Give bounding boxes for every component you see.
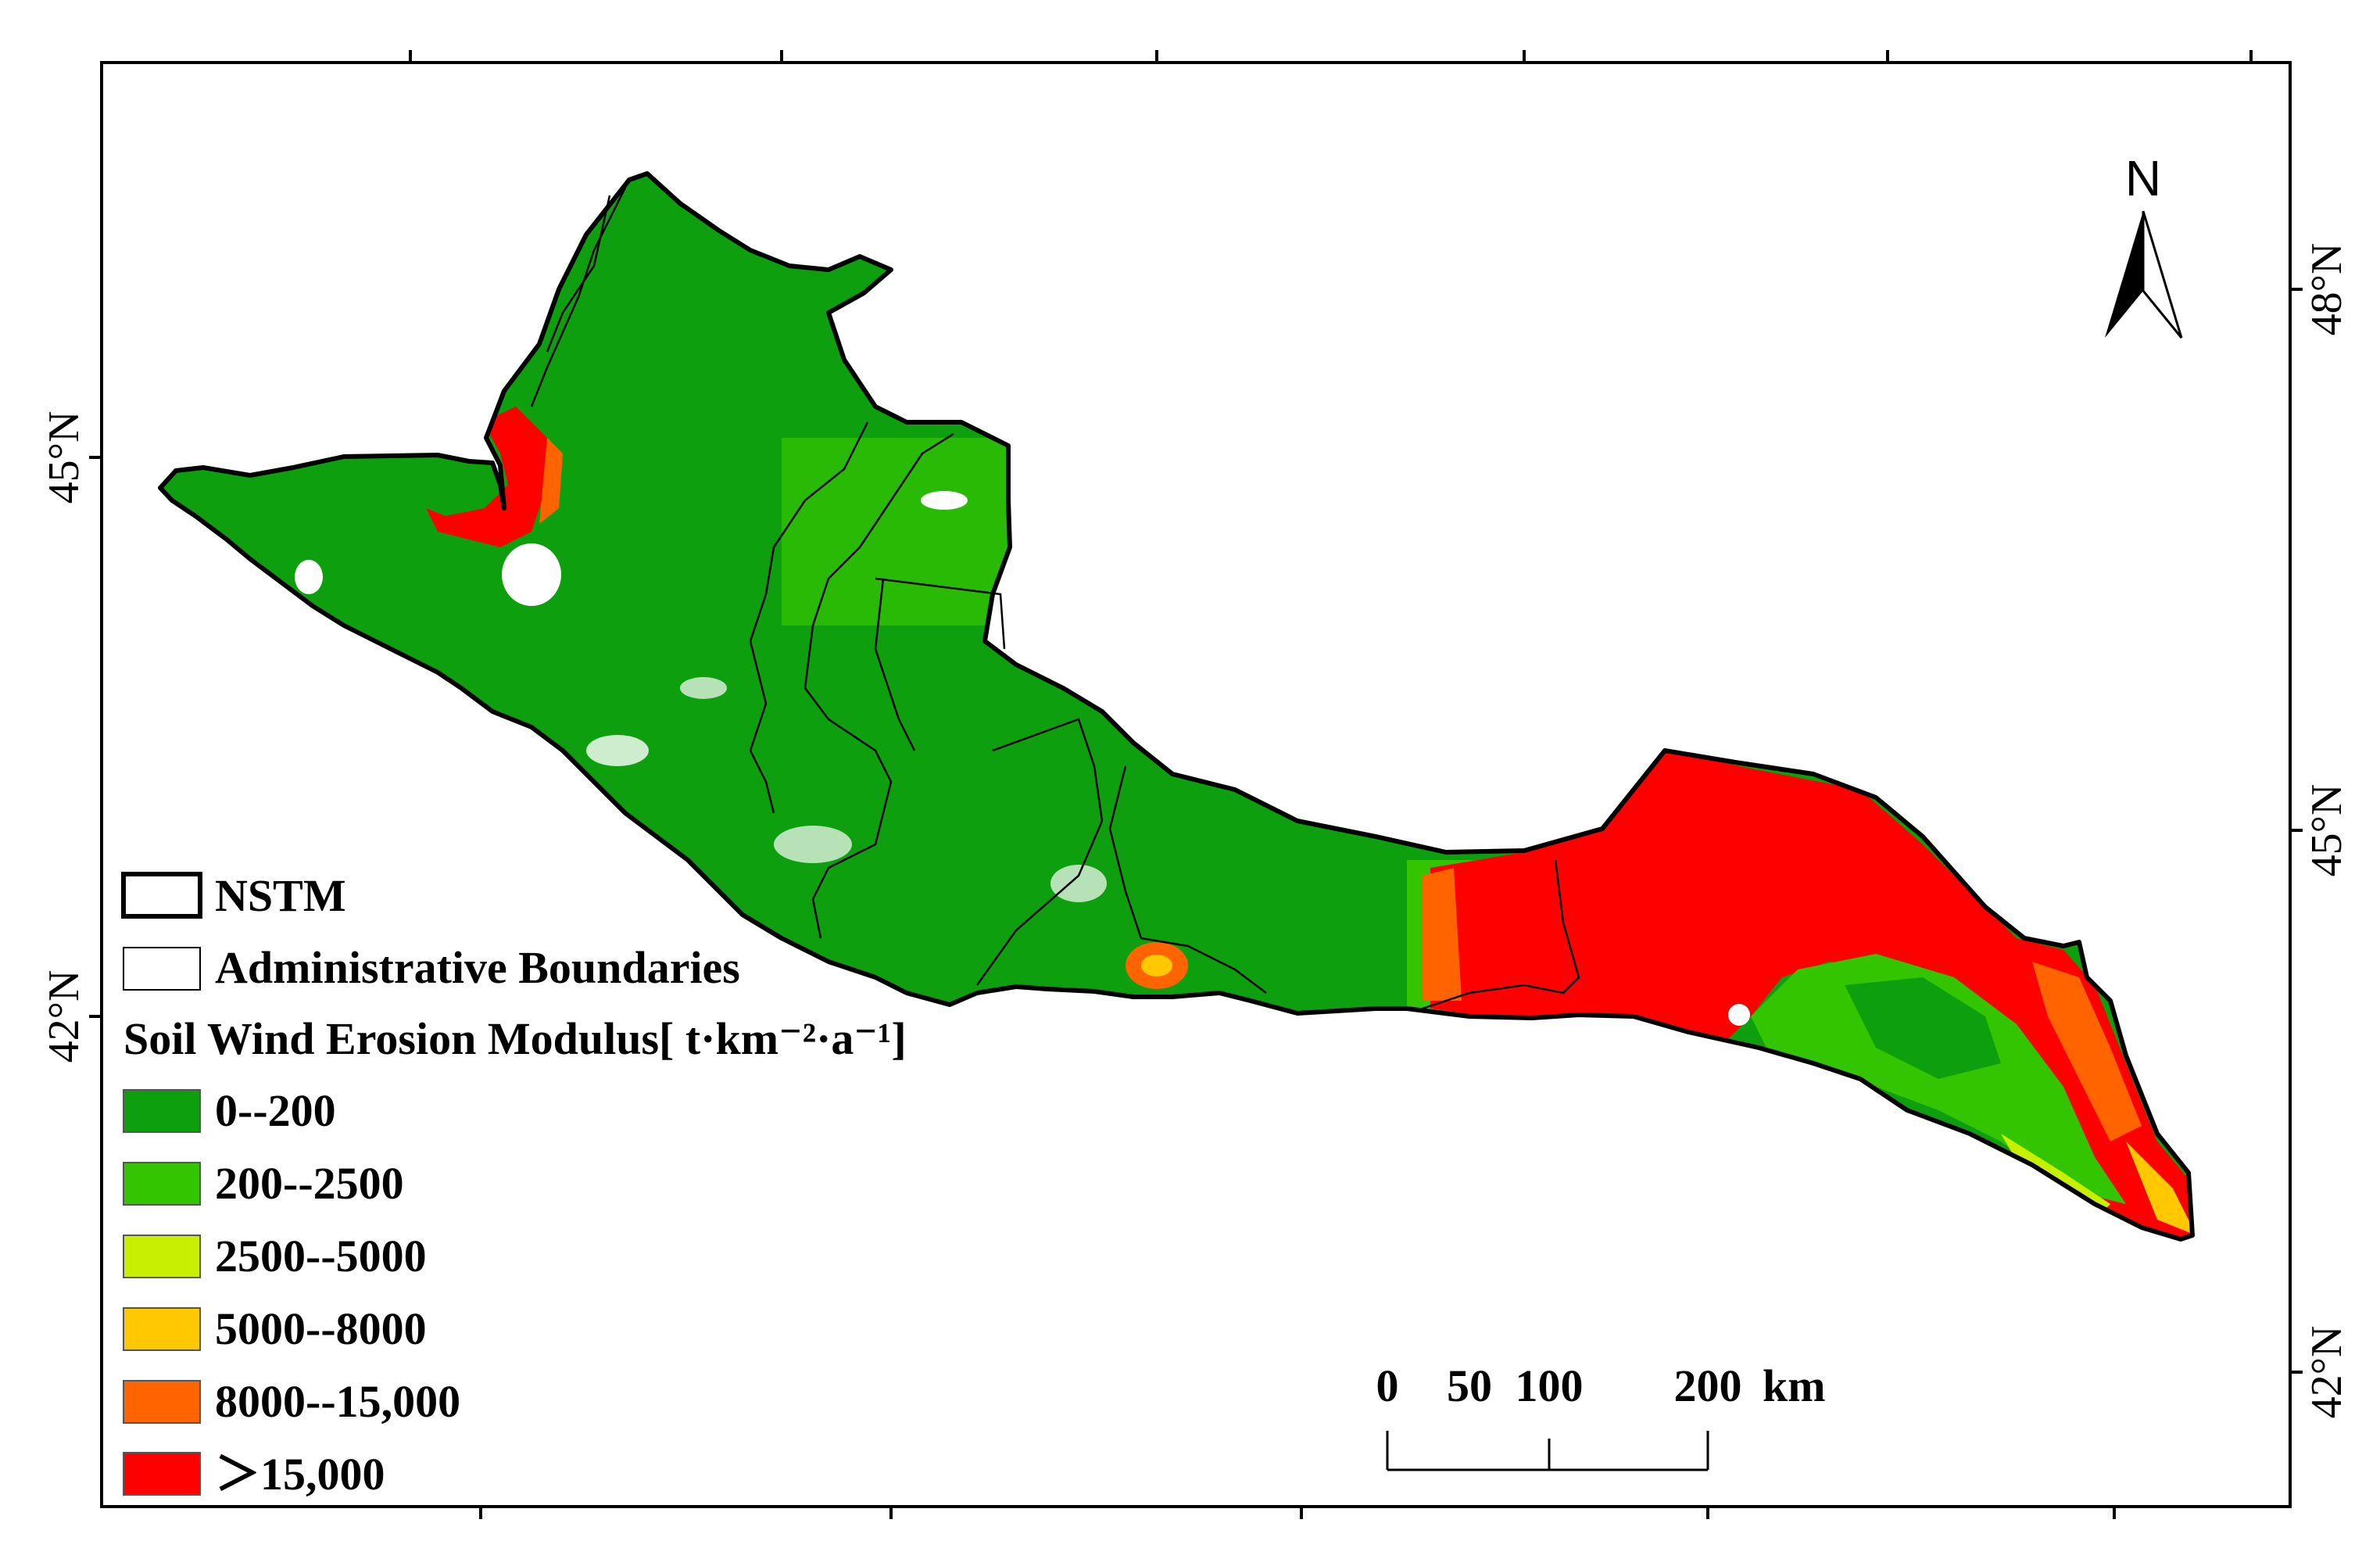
frame-ticks	[89, 50, 2303, 1519]
admin-boundaries	[530, 187, 1580, 1010]
legend-swatch-class-4	[123, 1307, 201, 1351]
legend-title: Soil Wind Erosion Modulus[ t·km⁻²·a⁻¹]	[123, 1013, 907, 1064]
lat-label-right-42: 42°N	[2303, 1326, 2351, 1419]
legend-label-admin: Administrative Boundaries	[215, 942, 740, 993]
legend-label-class-4: 5000--8000	[215, 1303, 427, 1354]
legend-swatch-class-6	[123, 1452, 201, 1496]
lat-label-right-48: 48°N	[2303, 243, 2351, 336]
legend-swatch-nstm	[121, 872, 202, 919]
legend-label-class-2: 200--2500	[215, 1158, 404, 1209]
legend-label-class-3: 2500--5000	[215, 1231, 427, 1281]
scale-label-unit: km	[1763, 1360, 1826, 1411]
erosion-raster	[160, 174, 2192, 1239]
scale-label-100: 100	[1516, 1360, 1584, 1411]
north-label: N	[2125, 150, 2161, 206]
scale-label-200: 200	[1674, 1360, 1742, 1411]
scale-bar: 0 50 100 200 km	[1376, 1360, 1826, 1471]
legend-swatch-class-2	[123, 1162, 201, 1206]
map-frame	[100, 61, 2292, 1508]
legend: NSTM Administrative Boundaries Soil Wind…	[121, 870, 907, 1500]
north-arrow-icon: N	[2105, 150, 2183, 339]
lat-label-left-42: 42°N	[40, 970, 88, 1063]
scale-label-50: 50	[1447, 1360, 1492, 1411]
legend-swatch-class-5	[123, 1380, 201, 1424]
legend-label-class-5: 8000--15,000	[215, 1376, 460, 1427]
lat-label-left-45: 45°N	[40, 411, 88, 504]
nstm-outline	[158, 171, 2195, 1242]
lat-label-right-45: 45°N	[2303, 784, 2351, 877]
legend-swatch-class-3	[123, 1235, 201, 1278]
legend-label-class-1: 0--200	[215, 1085, 336, 1136]
legend-label-nstm: NSTM	[215, 870, 346, 921]
legend-label-class-6: ＞15,000	[215, 1449, 385, 1500]
legend-swatch-admin	[123, 947, 201, 991]
legend-swatch-class-1	[123, 1089, 201, 1133]
scale-label-0: 0	[1376, 1360, 1399, 1411]
